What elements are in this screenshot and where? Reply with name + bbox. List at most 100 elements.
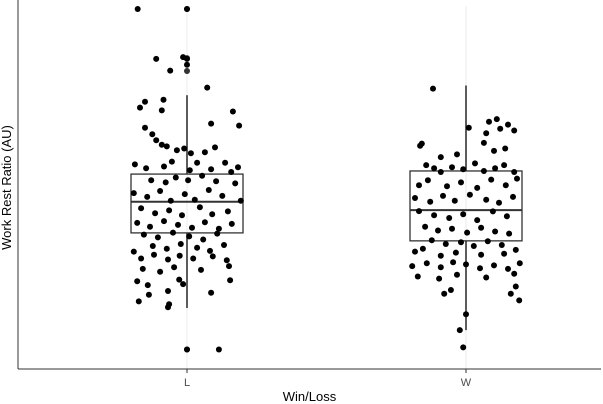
point-l-24 [212, 144, 218, 151]
point-l-60 [161, 218, 167, 225]
point-w-152 [422, 223, 429, 230]
point-l-11 [137, 104, 143, 111]
point-w-154 [449, 225, 455, 232]
data-points [130, 6, 523, 353]
point-l-55 [196, 204, 203, 211]
point-l-37 [172, 174, 179, 181]
point-l-18 [158, 141, 165, 148]
point-w-111 [511, 127, 518, 134]
point-l-64 [215, 225, 222, 232]
point-l-91 [134, 278, 141, 285]
point-l-28 [168, 158, 175, 165]
point-l-99 [135, 298, 142, 305]
point-w-151 [503, 213, 510, 220]
point-w-121 [437, 169, 444, 175]
point-w-161 [458, 239, 464, 246]
point-w-190 [516, 297, 523, 304]
point-l-16 [236, 122, 243, 129]
point-l-92 [176, 276, 183, 283]
point-l-82 [176, 252, 183, 259]
point-w-180 [516, 260, 523, 267]
point-w-137 [412, 195, 418, 201]
point-l-48 [205, 187, 212, 193]
point-l-84 [209, 253, 216, 260]
point-w-142 [483, 196, 490, 203]
point-w-130 [424, 177, 431, 184]
point-w-181 [414, 273, 421, 280]
point-l-30 [194, 159, 201, 166]
point-w-167 [512, 246, 519, 253]
point-l-68 [170, 229, 176, 236]
point-w-189 [507, 290, 514, 297]
box-l [130, 173, 244, 234]
point-w-177 [477, 265, 483, 272]
point-l-39 [199, 172, 206, 179]
point-l-17 [153, 137, 160, 144]
point-w-106 [493, 116, 500, 123]
point-l-12 [229, 108, 236, 115]
point-w-169 [452, 249, 459, 256]
point-l-23 [201, 149, 208, 156]
point-l-59 [147, 223, 153, 230]
point-w-147 [446, 215, 453, 221]
point-w-172 [409, 263, 416, 270]
point-l-90 [226, 263, 232, 270]
point-w-128 [511, 169, 518, 175]
point-w-113 [418, 140, 425, 147]
point-l-65 [228, 220, 235, 227]
point-l-81 [165, 256, 171, 263]
point-w-143 [496, 199, 502, 206]
point-l-44 [157, 188, 164, 194]
point-w-176 [463, 261, 469, 268]
point-w-136 [514, 175, 520, 182]
point-w-104 [430, 85, 436, 92]
point-w-165 [412, 248, 418, 255]
point-w-135 [502, 182, 509, 189]
point-l-76 [207, 247, 213, 254]
point-l-10 [158, 107, 165, 114]
point-w-116 [502, 145, 509, 152]
x-tick-label-w: W [461, 377, 472, 389]
point-l-57 [224, 208, 231, 215]
point-w-174 [437, 264, 444, 271]
point-w-173 [423, 260, 430, 267]
point-l-6 [167, 67, 174, 74]
point-w-158 [506, 230, 513, 237]
point-w-192 [456, 327, 463, 334]
point-l-63 [201, 219, 208, 226]
point-w-124 [472, 160, 478, 167]
point-w-109 [497, 125, 504, 132]
point-l-35 [148, 177, 155, 184]
point-w-125 [480, 168, 487, 174]
point-l-40 [213, 178, 220, 185]
point-l-71 [214, 230, 221, 237]
point-l-61 [175, 221, 181, 228]
point-w-156 [478, 224, 485, 231]
point-w-141 [466, 191, 473, 198]
point-w-126 [492, 165, 499, 172]
point-l-22 [187, 150, 194, 157]
point-w-193 [460, 344, 467, 351]
point-w-149 [474, 217, 481, 224]
point-l-4 [184, 55, 190, 62]
point-w-182 [436, 275, 443, 282]
point-w-188 [447, 287, 454, 293]
point-l-5 [184, 61, 190, 68]
point-l-54 [179, 212, 185, 219]
point-w-179 [505, 265, 511, 272]
point-w-134 [488, 176, 495, 183]
point-l-27 [161, 163, 167, 170]
point-l-42 [130, 190, 137, 197]
point-l-95 [227, 277, 234, 284]
x-tick-label-l: L [184, 377, 190, 389]
point-l-75 [194, 244, 201, 251]
point-l-78 [130, 248, 137, 255]
point-w-184 [483, 274, 490, 281]
point-l-80 [151, 251, 157, 258]
x-axis-title: Win/Loss [283, 389, 337, 404]
point-w-108 [483, 130, 490, 137]
point-w-105 [486, 118, 492, 125]
point-l-8 [142, 98, 148, 105]
point-l-21 [181, 145, 188, 152]
